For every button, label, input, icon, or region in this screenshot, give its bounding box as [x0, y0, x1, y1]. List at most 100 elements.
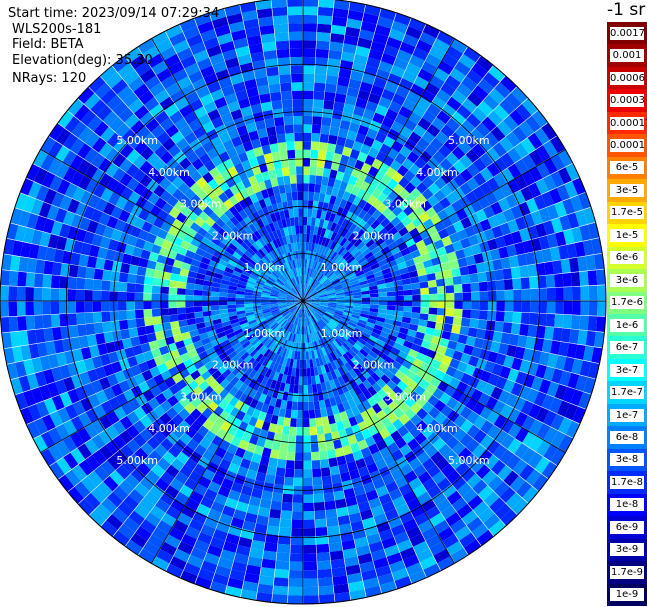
range-gate-cell [319, 275, 327, 284]
range-gate-cell [333, 314, 342, 321]
range-gate-cell [445, 293, 455, 301]
range-gate-cell [240, 458, 251, 470]
range-gate-cell [225, 414, 236, 425]
range-gate-cell [385, 338, 396, 347]
range-gate-cell [64, 404, 79, 420]
range-gate-cell [331, 387, 340, 397]
range-gate-cell [211, 116, 224, 129]
range-gate-cell [487, 215, 500, 229]
range-gate-cell [118, 209, 131, 223]
range-gate-cell [340, 437, 350, 448]
range-gate-cell [134, 447, 149, 462]
range-gate-cell [321, 116, 332, 127]
range-gate-cell [338, 259, 347, 268]
range-gate-cell [465, 335, 476, 347]
range-gate-cell [373, 270, 383, 278]
range-gate-cell [403, 295, 413, 301]
range-gate-cell [311, 302, 320, 306]
range-gate-cell [210, 338, 221, 347]
range-gate-cell [283, 321, 290, 330]
range-gate-cell [239, 133, 251, 144]
range-gate-cell [425, 383, 438, 395]
range-gate-cell [403, 306, 413, 313]
range-gate-cell [396, 380, 408, 391]
range-gate-cell [318, 348, 325, 357]
range-gate-cell [248, 335, 258, 344]
range-gate-cell [416, 137, 430, 151]
range-gate-cell [191, 158, 204, 171]
range-gate-cell [241, 159, 252, 171]
range-gate-cell [257, 583, 274, 594]
range-gate-cell [575, 375, 588, 392]
range-gate-cell [471, 523, 489, 539]
range-gate-cell [279, 347, 285, 357]
range-gate-cell [244, 301, 253, 305]
range-gate-cell [463, 246, 474, 258]
range-gate-cell [8, 286, 18, 301]
range-gate-cell [23, 359, 35, 376]
range-gate-cell [105, 147, 120, 163]
range-gate-cell [166, 195, 179, 208]
range-gate-cell [53, 249, 65, 263]
range-gate-cell [147, 192, 160, 205]
colorbar-tick-label: 6e-5 [610, 161, 644, 175]
range-gate-cell [308, 288, 315, 296]
range-gate-cell [472, 186, 486, 200]
range-gate-cell [381, 116, 395, 129]
range-gate-cell [403, 289, 413, 296]
range-gate-cell [232, 251, 242, 260]
range-gate-cell [231, 226, 241, 236]
range-gate-cell [466, 473, 482, 489]
range-gate-cell [256, 8, 273, 19]
range-gate-cell [415, 223, 427, 234]
range-gate-cell [252, 253, 262, 262]
range-gate-cell [290, 242, 295, 252]
range-gate-cell [312, 324, 317, 333]
range-gate-cell [299, 275, 302, 285]
range-gate-cell [566, 243, 578, 259]
range-gate-cell [319, 399, 326, 410]
range-gate-cell [521, 289, 531, 301]
range-gate-cell [503, 311, 514, 323]
range-gate-cell [275, 354, 282, 364]
range-gate-cell [347, 10, 364, 21]
range-gate-cell [286, 301, 295, 304]
range-gate-cell [171, 176, 184, 189]
range-gate-cell [284, 253, 290, 262]
range-gate-cell [423, 333, 434, 343]
range-gate-cell [570, 195, 583, 212]
range-gate-cell [423, 259, 434, 269]
range-gate-cell [555, 355, 567, 371]
range-gate-cell [577, 330, 588, 346]
range-gate-cell [313, 252, 319, 261]
range-gate-cell [352, 288, 362, 293]
range-gate-cell [221, 85, 235, 97]
range-gate-cell [318, 339, 324, 349]
range-gate-cell [252, 305, 262, 309]
range-gate-cell [325, 185, 334, 196]
range-gate-cell [201, 194, 213, 206]
range-gate-cell [1, 254, 12, 271]
range-gate-cell [281, 245, 288, 254]
range-gate-cell [261, 490, 273, 501]
range-gate-cell [313, 400, 321, 410]
range-gate-cell [291, 73, 303, 83]
range-gate-cell [270, 250, 278, 259]
range-gate-cell [350, 520, 364, 532]
colorbar-tick-label: 3e-7 [610, 363, 644, 377]
range-gate-cell [532, 474, 549, 492]
range-gate-cell [446, 540, 464, 556]
range-gate-cell [300, 309, 303, 318]
range-gate-cell [271, 594, 288, 604]
range-gate-cell [58, 301, 68, 314]
range-gate-cell [426, 273, 436, 281]
range-gate-cell [343, 287, 353, 293]
range-gate-cell [303, 536, 316, 546]
range-gate-cell [318, 290, 327, 295]
range-gate-cell [186, 151, 199, 164]
range-gate-cell [285, 375, 292, 385]
range-gate-cell [165, 505, 181, 520]
range-gate-cell [271, 100, 283, 110]
range-gate-cell [178, 319, 188, 328]
range-gate-cell [585, 330, 596, 347]
